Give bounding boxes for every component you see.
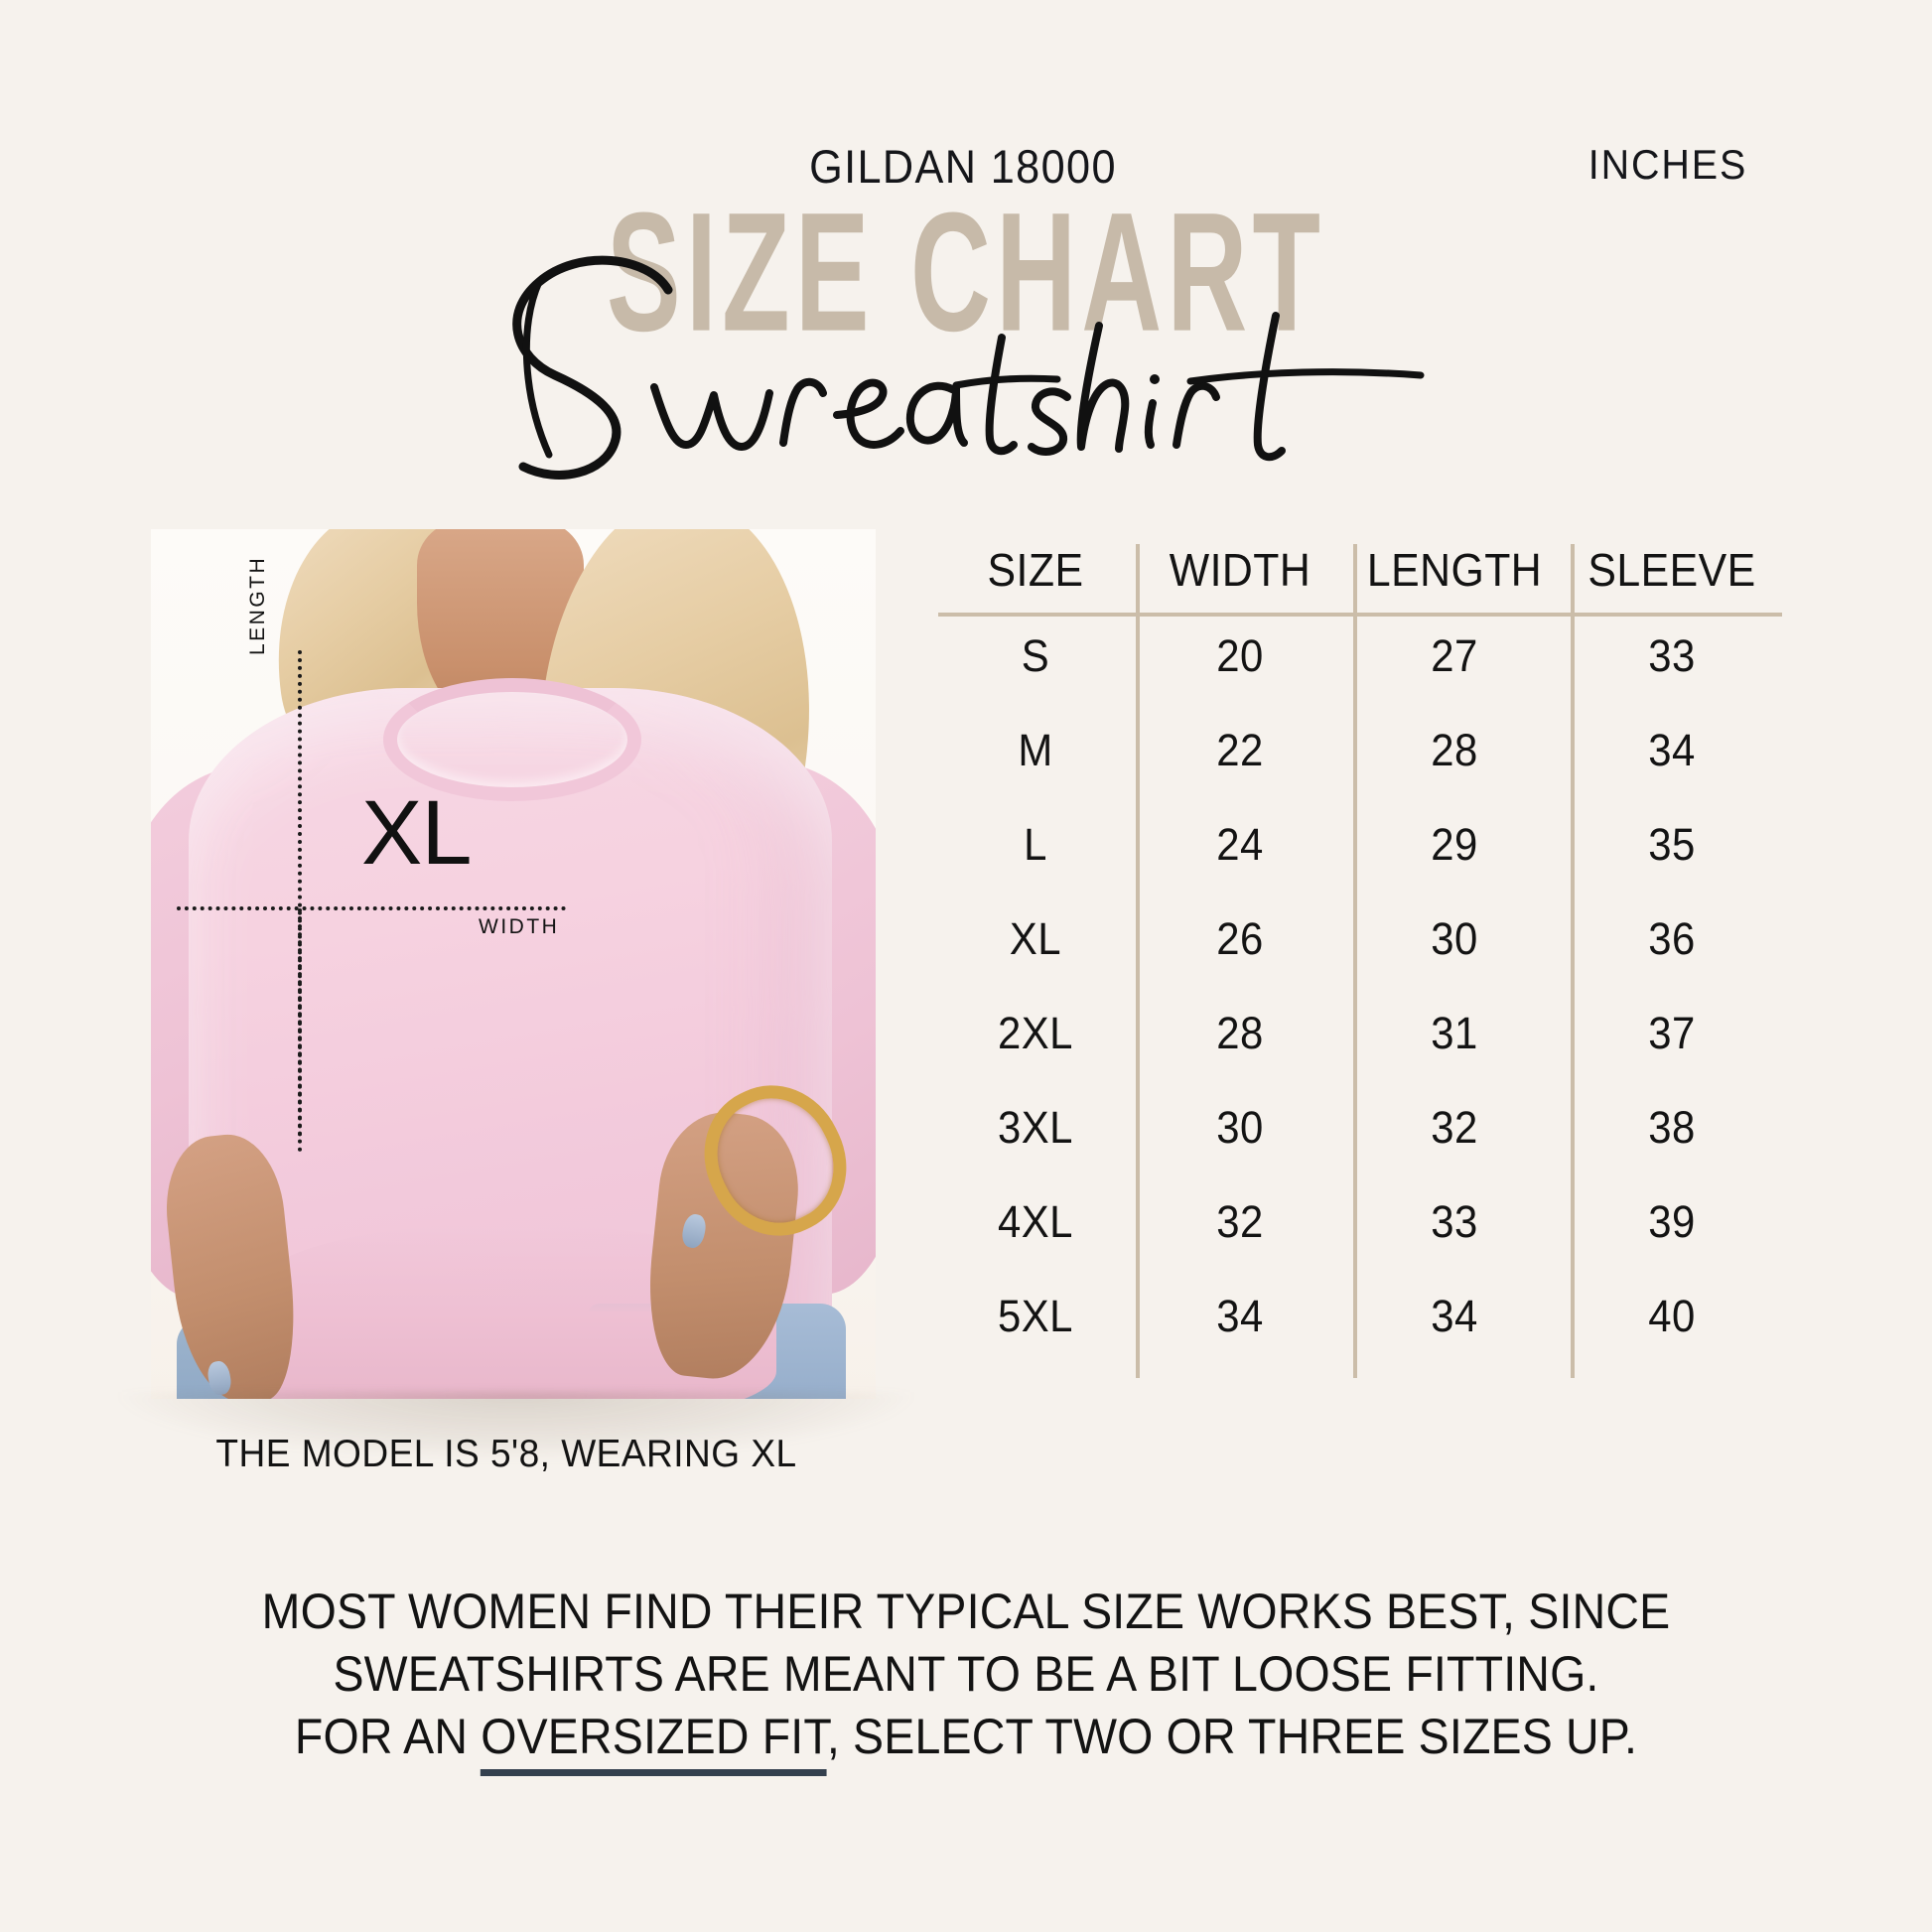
cell-length: 30	[1431, 912, 1478, 964]
table-row: 5XL 34 34 40	[938, 1269, 1782, 1363]
brand-style-code: GILDAN 18000	[809, 140, 1117, 193]
cell-width: 32	[1216, 1195, 1264, 1247]
cell-width: 34	[1216, 1290, 1264, 1341]
cell-size: L	[1024, 818, 1047, 870]
cell-size: 3XL	[998, 1101, 1073, 1153]
model-caption: THE MODEL IS 5'8, WEARING XL	[215, 1433, 797, 1475]
cell-sleeve: 39	[1648, 1195, 1696, 1247]
column-header-size: SIZE	[987, 544, 1084, 596]
table-row: S 20 27 33	[938, 609, 1782, 703]
fit-advice-line-2: SWEATSHIRTS ARE MEANT TO BE A BIT LOOSE …	[333, 1646, 1599, 1702]
cell-length: 29	[1431, 818, 1478, 870]
width-guide-line	[177, 906, 566, 910]
cell-size: M	[1018, 724, 1053, 775]
table-row: 4XL 32 33 39	[938, 1174, 1782, 1269]
cell-width: 30	[1216, 1101, 1264, 1153]
cell-width: 26	[1216, 912, 1264, 964]
cell-size: XL	[1009, 912, 1062, 964]
cell-sleeve: 37	[1648, 1007, 1696, 1058]
cell-length: 27	[1431, 629, 1478, 681]
table-divider-3	[1571, 544, 1575, 1378]
cell-sleeve: 38	[1648, 1101, 1696, 1153]
cell-width: 20	[1216, 629, 1264, 681]
table-divider-2	[1353, 544, 1357, 1378]
table-row: XL 26 30 36	[938, 892, 1782, 986]
size-table: SIZE WIDTH LENGTH SLEEVE S 20 27 33 M 22…	[938, 531, 1782, 1363]
oversized-fit-emphasis: OVERSIZED FIT	[481, 1709, 827, 1776]
cell-size: 5XL	[998, 1290, 1073, 1341]
table-header-rule	[938, 613, 1782, 617]
table-divider-1	[1136, 544, 1140, 1378]
garment-size-label: XL	[361, 782, 473, 884]
column-header-sleeve: SLEEVE	[1587, 544, 1756, 596]
cell-width: 24	[1216, 818, 1264, 870]
fit-advice-line-3: FOR AN OVERSIZED FIT, SELECT TWO OR THRE…	[68, 1706, 1864, 1776]
fit-advice-line-3-prefix: FOR AN	[294, 1709, 482, 1764]
column-header-length: LENGTH	[1366, 544, 1543, 596]
column-header-width: WIDTH	[1169, 544, 1311, 596]
page-title: SIZE CHART	[606, 178, 1326, 367]
cell-sleeve: 40	[1648, 1290, 1696, 1341]
cell-width: 22	[1216, 724, 1264, 775]
table-body: S 20 27 33 M 22 28 34 L 24 29 35 XL 26 3…	[938, 609, 1782, 1363]
cell-size: S	[1021, 629, 1050, 681]
table-row: 2XL 28 31 37	[938, 986, 1782, 1080]
cell-size: 4XL	[998, 1195, 1073, 1247]
cell-sleeve: 33	[1648, 629, 1696, 681]
units-label: INCHES	[1587, 141, 1748, 188]
length-guide-line	[298, 650, 302, 1137]
length-label: LENGTH	[246, 555, 269, 655]
photo-drop-shadow	[119, 1392, 913, 1461]
cell-length: 31	[1431, 1007, 1478, 1058]
cell-sleeve: 35	[1648, 818, 1696, 870]
fit-advice-line-1: MOST WOMEN FIND THEIR TYPICAL SIZE WORKS…	[261, 1584, 1671, 1639]
cell-length: 33	[1431, 1195, 1478, 1247]
fit-advice-line-3-suffix: , SELECT TWO OR THREE SIZES UP.	[826, 1709, 1638, 1764]
table-row: M 22 28 34	[938, 703, 1782, 797]
cell-sleeve: 36	[1648, 912, 1696, 964]
fit-advice: MOST WOMEN FIND THEIR TYPICAL SIZE WORKS…	[0, 1581, 1932, 1776]
table-row: L 24 29 35	[938, 797, 1782, 892]
cell-length: 28	[1431, 724, 1478, 775]
length-guide-line-lower	[298, 908, 302, 1152]
cell-size: 2XL	[998, 1007, 1073, 1058]
model-photo	[151, 529, 876, 1399]
cell-length: 32	[1431, 1101, 1478, 1153]
cell-width: 28	[1216, 1007, 1264, 1058]
cell-length: 34	[1431, 1290, 1478, 1341]
table-header-row: SIZE WIDTH LENGTH SLEEVE	[938, 531, 1782, 609]
width-label: WIDTH	[479, 915, 560, 938]
cell-sleeve: 34	[1648, 724, 1696, 775]
table-row: 3XL 30 32 38	[938, 1080, 1782, 1174]
